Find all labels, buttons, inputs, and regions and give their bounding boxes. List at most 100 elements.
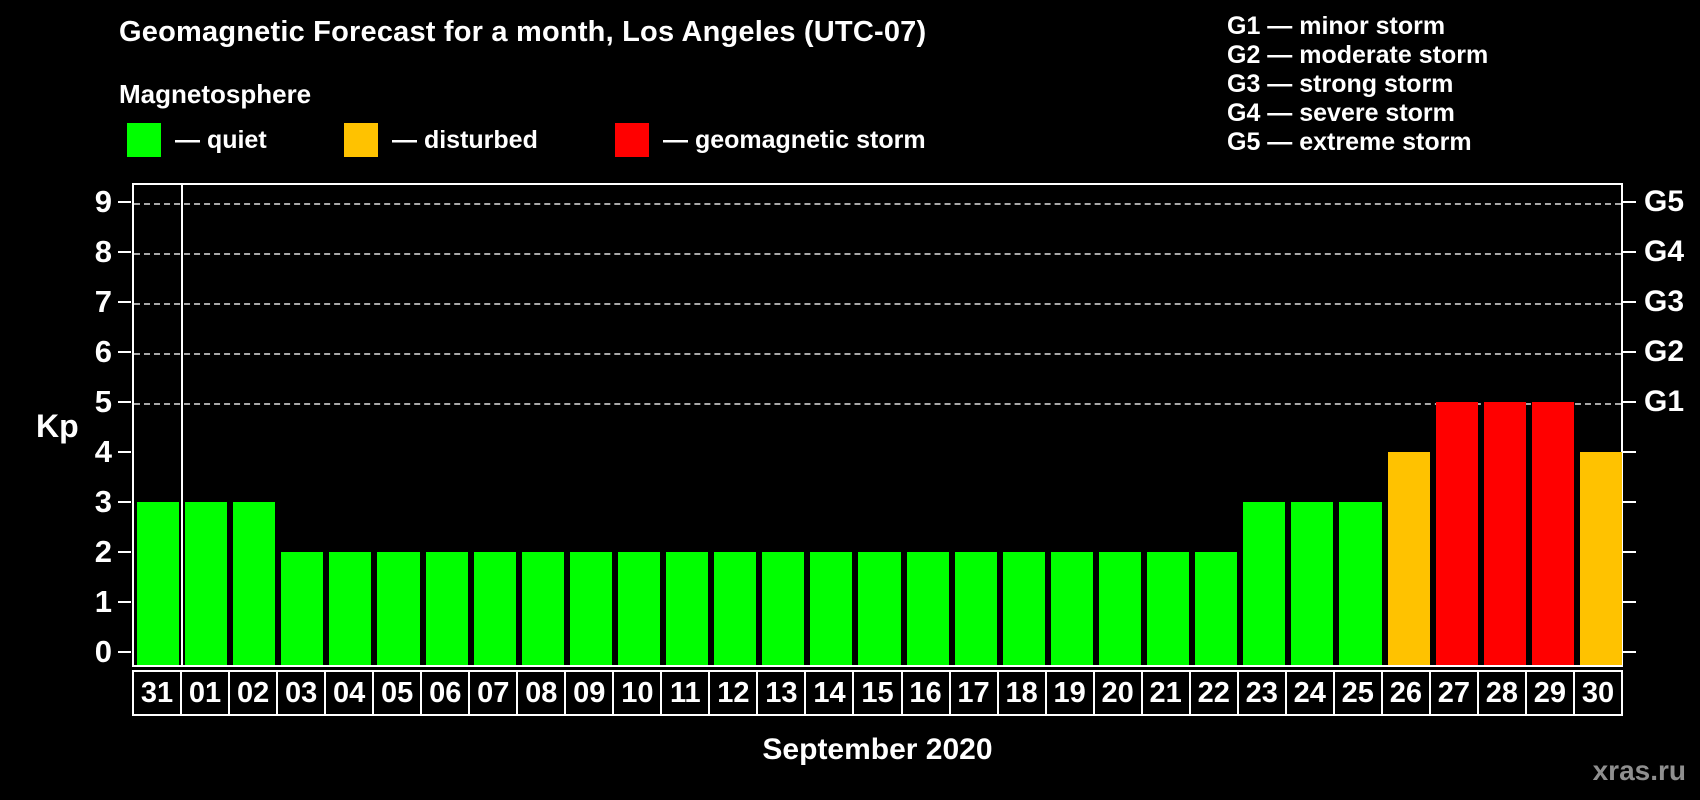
kp-bar-day-23 xyxy=(1243,502,1286,665)
day-label-10: 10 xyxy=(612,670,663,716)
left-tick-kp1 xyxy=(118,601,131,603)
kp-bar-day-12 xyxy=(714,552,757,665)
day-label-05: 05 xyxy=(372,670,423,716)
right-tick-kp0 xyxy=(1623,651,1636,653)
kp-bar-day-27 xyxy=(1435,402,1478,665)
day-label-19: 19 xyxy=(1044,670,1095,716)
left-tick-kp5 xyxy=(118,401,131,403)
day-label-16: 16 xyxy=(900,670,951,716)
watermark: xras.ru xyxy=(1592,755,1686,786)
y-axis-label: Kp xyxy=(36,408,79,444)
day-label-03: 03 xyxy=(276,670,327,716)
kp-bar-day-28 xyxy=(1483,402,1526,665)
left-tick-kp0 xyxy=(118,651,131,653)
kp-bar-day-25 xyxy=(1339,502,1382,665)
day-label-02: 02 xyxy=(228,670,279,716)
right-tick-kp7 xyxy=(1623,301,1636,303)
kp-bar-day-17 xyxy=(954,552,997,665)
g-scale-legend: G1 — minor storm G2 — moderate storm G3 … xyxy=(1227,12,1488,157)
day-label-12: 12 xyxy=(708,670,759,716)
right-tick-kp6 xyxy=(1623,351,1636,353)
g3-legend-line: G3 — strong storm xyxy=(1227,70,1454,98)
x-axis-month-label: September 2020 xyxy=(762,733,993,766)
day-label-04: 04 xyxy=(324,670,375,716)
day-label-01: 01 xyxy=(180,670,231,716)
storm-color-swatch xyxy=(615,123,649,157)
gridline-kp6 xyxy=(134,353,1621,355)
kp-bar-day-18 xyxy=(1002,552,1045,665)
g-scale-label-g2: G2 xyxy=(1644,335,1685,368)
g5-legend-line: G5 — extreme storm xyxy=(1227,128,1472,156)
chart-title: Geomagnetic Forecast for a month, Los An… xyxy=(119,16,927,48)
right-tick-kp5 xyxy=(1623,401,1636,403)
y-tick-label-5: 5 xyxy=(94,384,112,419)
magnetosphere-subtitle: Magnetosphere xyxy=(119,79,312,109)
left-tick-kp8 xyxy=(118,251,131,253)
kp-bar-day-06 xyxy=(425,552,468,665)
day-label-15: 15 xyxy=(852,670,903,716)
right-tick-kp1 xyxy=(1623,601,1636,603)
legend-label-disturbed: — disturbed xyxy=(392,125,538,154)
kp-bar-day-16 xyxy=(906,552,949,665)
g1-legend-line: G1 — minor storm xyxy=(1227,12,1446,40)
legend-item-quiet: — quiet xyxy=(127,122,267,158)
y-tick-label-3: 3 xyxy=(94,484,112,519)
left-tick-kp3 xyxy=(118,501,131,503)
quiet-color-swatch xyxy=(127,123,161,157)
kp-bar-day-22 xyxy=(1195,552,1238,665)
day-label-11: 11 xyxy=(660,670,711,716)
kp-bar-day-10 xyxy=(617,552,661,665)
left-tick-kp6 xyxy=(118,351,131,353)
legend-label-storm: — geomagnetic storm xyxy=(663,125,926,154)
kp-bar-day-08 xyxy=(521,552,564,665)
day-label-28: 28 xyxy=(1476,670,1527,716)
day-label-25: 25 xyxy=(1332,670,1383,716)
kp-bar-day-05 xyxy=(377,552,420,665)
right-tick-kp4 xyxy=(1623,451,1636,453)
kp-bar-day-01 xyxy=(185,502,228,665)
day-label-22: 22 xyxy=(1188,670,1239,716)
day-label-17: 17 xyxy=(948,670,999,716)
right-tick-kp9 xyxy=(1623,201,1636,203)
y-tick-label-0: 0 xyxy=(94,634,112,669)
y-tick-label-7: 7 xyxy=(94,284,112,319)
kp-bar-day-30 xyxy=(1579,452,1622,665)
kp-bar-day-29 xyxy=(1531,402,1574,665)
day-label-14: 14 xyxy=(804,670,855,716)
left-tick-kp4 xyxy=(118,451,131,453)
day-label-20: 20 xyxy=(1092,670,1143,716)
y-tick-label-1: 1 xyxy=(94,584,112,619)
kp-bar-day-15 xyxy=(858,552,901,665)
kp-bar-day-26 xyxy=(1387,452,1430,665)
x-axis-day-labels: 31 01 02 03 04 05 06 07 08 09 10 11 12 13 14 15 16 17 18 19… xyxy=(132,670,1623,716)
y-tick-label-4: 4 xyxy=(94,434,112,469)
kp-bar-day-31 xyxy=(137,502,180,665)
day-label-07: 07 xyxy=(468,670,519,716)
day-label-29: 29 xyxy=(1524,670,1575,716)
g-scale-label-g1: G1 xyxy=(1644,385,1685,418)
g4-legend-line: G4 — severe storm xyxy=(1227,99,1455,127)
kp-bar-day-21 xyxy=(1147,552,1190,665)
day-label-31: 31 xyxy=(132,670,183,716)
day-label-30: 30 xyxy=(1572,670,1623,716)
gridline-kp7 xyxy=(134,303,1621,305)
august-september-separator xyxy=(181,185,184,665)
day-label-24: 24 xyxy=(1284,670,1335,716)
left-tick-kp2 xyxy=(118,551,131,553)
left-tick-kp9 xyxy=(118,201,131,203)
day-label-26: 26 xyxy=(1380,670,1431,716)
y-tick-label-6: 6 xyxy=(94,334,112,369)
gridline-kp8 xyxy=(134,253,1621,255)
day-label-18: 18 xyxy=(996,670,1047,716)
right-tick-kp8 xyxy=(1623,251,1636,253)
y-tick-label-8: 8 xyxy=(94,234,112,269)
day-label-09: 09 xyxy=(564,670,615,716)
legend-item-storm: — geomagnetic storm xyxy=(615,122,926,158)
plot-area xyxy=(132,183,1623,667)
g-scale-label-g3: G3 xyxy=(1644,285,1685,318)
g2-legend-line: G2 — moderate storm xyxy=(1227,41,1489,69)
kp-bar-day-07 xyxy=(473,552,516,665)
kp-bar-day-04 xyxy=(329,552,372,665)
disturbed-color-swatch xyxy=(344,123,378,157)
